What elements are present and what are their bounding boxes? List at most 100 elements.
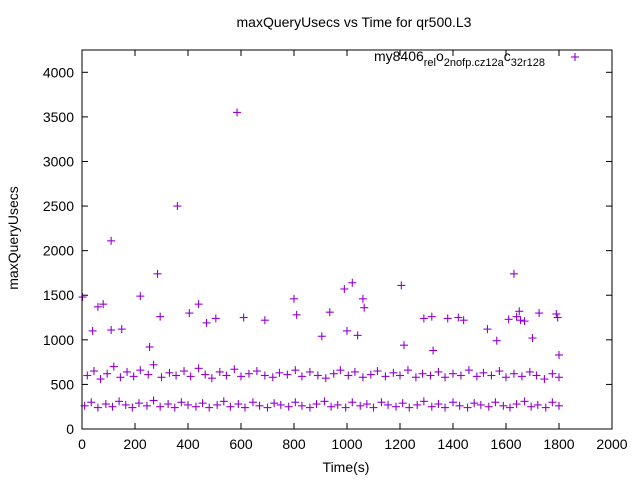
legend-label-subscript: 2nofp.cz12a xyxy=(444,57,505,69)
data-point xyxy=(180,367,189,376)
data-point xyxy=(128,403,137,412)
data-point xyxy=(157,373,166,382)
data-point xyxy=(107,326,116,335)
data-point xyxy=(520,397,529,406)
data-point xyxy=(413,400,422,409)
x-tick-label: 1400 xyxy=(437,436,468,452)
data-point xyxy=(172,371,181,380)
chart-title: maxQueryUsecs vs Time for qr500.L3 xyxy=(237,14,472,30)
data-point xyxy=(297,372,306,381)
data-point xyxy=(313,371,322,380)
data-point xyxy=(186,372,195,381)
data-point xyxy=(512,400,521,409)
y-tick: 4000 xyxy=(43,64,612,80)
data-point xyxy=(129,372,138,381)
x-tick: 1400 xyxy=(437,50,469,452)
data-point xyxy=(237,372,245,381)
data-point xyxy=(427,312,436,321)
data-point xyxy=(492,336,501,345)
data-point xyxy=(93,403,102,412)
data-point xyxy=(463,403,472,412)
data-point xyxy=(177,398,186,407)
data-point xyxy=(348,398,357,407)
y-tick: 3500 xyxy=(43,109,612,125)
data-point xyxy=(121,400,130,409)
data-point xyxy=(164,400,173,409)
data-point xyxy=(434,367,443,376)
data-point xyxy=(405,403,414,412)
data-point xyxy=(348,278,357,287)
data-point xyxy=(240,403,249,412)
data-point xyxy=(353,331,362,340)
data-point xyxy=(548,398,557,407)
x-tick-label: 1200 xyxy=(384,436,415,452)
data-point xyxy=(499,401,508,410)
data-point xyxy=(305,367,314,376)
legend-label-subscript: 32r128 xyxy=(511,57,545,69)
data-point xyxy=(108,402,117,411)
data-point xyxy=(101,400,110,409)
data-point xyxy=(484,402,493,411)
data-point xyxy=(512,312,521,321)
legend-label-subscript: rel xyxy=(424,57,436,69)
data-point xyxy=(78,293,87,302)
data-point xyxy=(117,325,126,334)
data-point xyxy=(464,366,473,375)
data-point xyxy=(191,402,200,411)
legend: my8406relo2nofp.cz12ac32r128 xyxy=(374,48,579,69)
data-point xyxy=(149,396,158,405)
legend-label-part: c xyxy=(504,48,511,64)
x-tick-label: 0 xyxy=(78,436,86,452)
data-point xyxy=(136,292,145,301)
data-point xyxy=(396,371,404,380)
data-point xyxy=(418,369,427,378)
data-point xyxy=(205,403,214,412)
legend-swatch xyxy=(571,53,579,61)
data-point xyxy=(472,372,481,381)
data-point xyxy=(276,400,285,409)
data-point xyxy=(123,367,132,376)
data-point xyxy=(219,397,228,406)
data-point xyxy=(103,369,112,378)
data-point xyxy=(505,403,514,412)
data-point xyxy=(145,342,154,351)
data-point xyxy=(509,269,518,278)
x-tick: 1600 xyxy=(490,50,522,452)
data-point xyxy=(153,269,162,278)
y-tick: 500 xyxy=(51,376,612,392)
x-tick-label: 800 xyxy=(282,436,306,452)
data-point xyxy=(89,367,98,376)
data-point xyxy=(312,400,321,409)
x-tick: 1000 xyxy=(331,50,363,452)
data-point xyxy=(419,397,428,406)
y-tick-label: 3000 xyxy=(43,153,74,169)
data-point xyxy=(532,371,541,380)
x-tick-label: 2000 xyxy=(596,436,627,452)
data-point xyxy=(515,307,524,316)
data-point xyxy=(297,401,306,410)
data-point xyxy=(533,400,542,409)
data-point xyxy=(215,367,224,376)
data-point xyxy=(184,400,192,409)
data-point xyxy=(93,302,102,311)
data-point xyxy=(429,346,438,355)
data-point xyxy=(552,309,561,318)
data-point xyxy=(483,325,492,334)
data-point xyxy=(548,369,557,378)
data-point xyxy=(333,400,342,409)
data-point xyxy=(487,371,496,380)
data-point xyxy=(491,398,500,407)
data-point xyxy=(194,300,203,309)
points-layer xyxy=(78,108,563,412)
y-tick-label: 1500 xyxy=(43,287,74,303)
data-point xyxy=(495,367,504,376)
data-point xyxy=(88,326,97,335)
data-point xyxy=(358,373,367,382)
y-tick-label: 4000 xyxy=(43,64,74,80)
data-point xyxy=(384,400,393,409)
y-tick-label: 500 xyxy=(51,376,75,392)
data-point xyxy=(527,402,536,411)
data-point xyxy=(263,403,272,412)
data-point xyxy=(509,369,518,378)
data-point xyxy=(373,367,382,376)
